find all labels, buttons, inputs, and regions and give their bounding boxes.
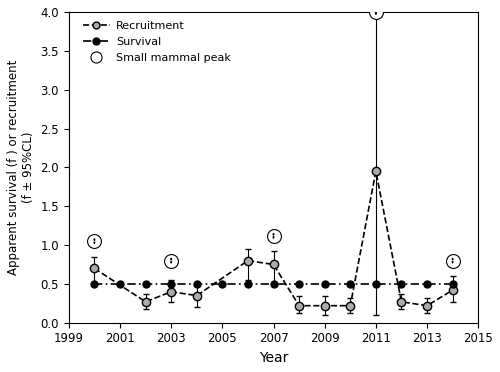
X-axis label: Year: Year — [259, 351, 288, 365]
Legend: Recruitment, Survival, Small mammal peak: Recruitment, Survival, Small mammal peak — [82, 20, 231, 63]
Y-axis label: Apparent survival (f ) or recruitment
(f ± 95%CL): Apparent survival (f ) or recruitment (f… — [7, 60, 35, 275]
